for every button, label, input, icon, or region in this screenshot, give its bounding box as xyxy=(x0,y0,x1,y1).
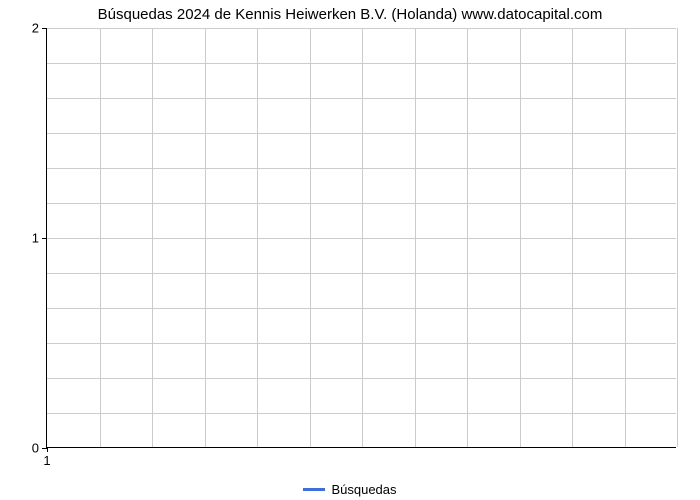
grid-line-horizontal xyxy=(47,378,676,379)
grid-line-horizontal xyxy=(47,203,676,204)
grid-line-horizontal xyxy=(47,168,676,169)
grid-line-horizontal xyxy=(47,343,676,344)
grid-line-horizontal xyxy=(47,28,676,29)
legend-label: Búsquedas xyxy=(331,482,396,497)
grid-line-horizontal xyxy=(47,273,676,274)
y-tick-mark xyxy=(42,238,47,239)
chart-container: Búsquedas 2024 de Kennis Heiwerken B.V. … xyxy=(0,0,700,500)
grid-line-horizontal xyxy=(47,413,676,414)
chart-title: Búsquedas 2024 de Kennis Heiwerken B.V. … xyxy=(0,6,700,23)
legend-item: Búsquedas xyxy=(303,482,396,497)
grid-line-horizontal xyxy=(47,308,676,309)
grid-line-horizontal xyxy=(47,133,676,134)
plot-area: 0121 xyxy=(46,28,676,448)
grid-line-horizontal xyxy=(47,98,676,99)
x-tick-mark xyxy=(47,447,48,452)
y-tick-mark xyxy=(42,28,47,29)
legend-swatch xyxy=(303,488,325,491)
legend: Búsquedas xyxy=(0,478,700,497)
grid-line-vertical xyxy=(677,28,678,447)
grid-line-horizontal xyxy=(47,63,676,64)
grid-line-horizontal xyxy=(47,238,676,239)
